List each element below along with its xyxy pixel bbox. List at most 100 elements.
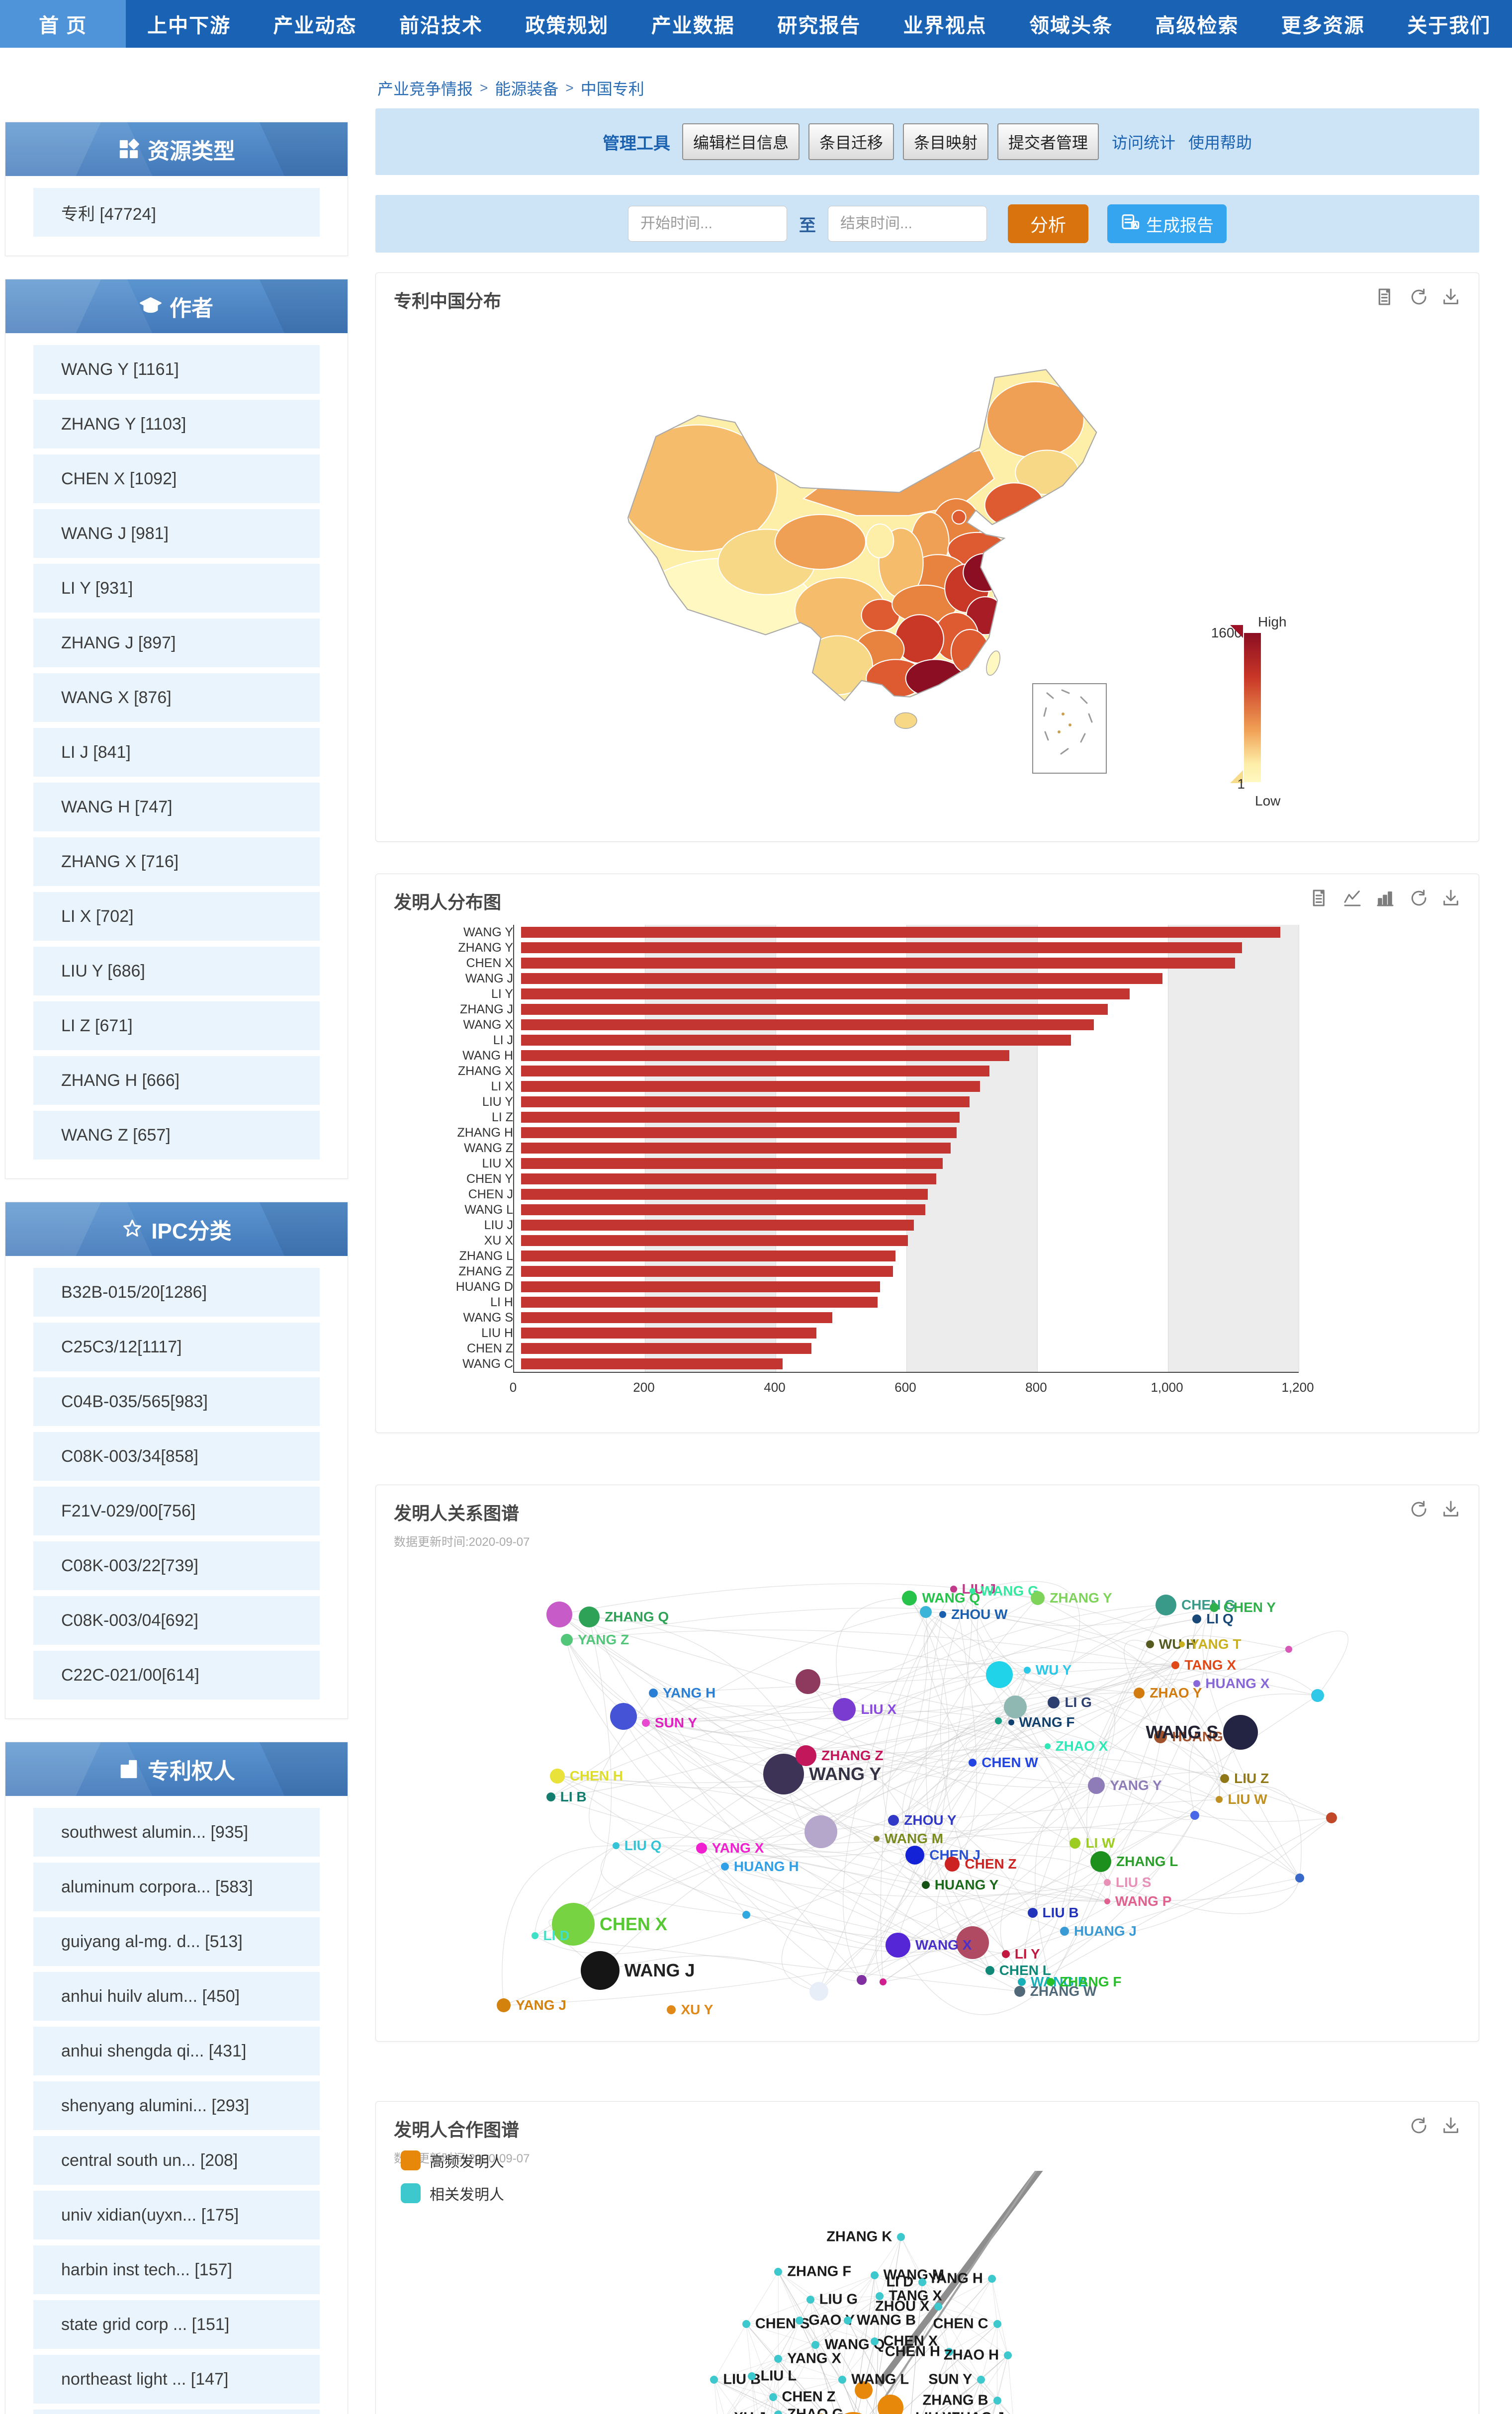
relation-node-label: WU Y <box>1035 1662 1072 1678</box>
coop-satellite-node-LIU G: LIU G <box>806 2292 858 2308</box>
end-date-input[interactable] <box>828 206 987 242</box>
nav-item-产业数据[interactable]: 产业数据 <box>651 15 735 37</box>
data-view-icon[interactable] <box>1310 888 1330 908</box>
sidebar-item[interactable]: univ cent south(... [142] <box>33 2410 320 2414</box>
coop-satellite-node-ZHAO G: ZHAO G <box>774 2407 843 2414</box>
generate-report-button[interactable]: 生成报告 <box>1107 204 1227 243</box>
sidebar-item[interactable]: WANG Z [657] <box>33 1111 320 1160</box>
sidebar-item[interactable]: LIU Y [686] <box>33 947 320 995</box>
bar-row-ZHANG X: ZHANG X <box>394 1064 1461 1079</box>
sidebar-item[interactable]: shenyang alumini... [293] <box>33 2081 320 2130</box>
sidebar-item[interactable]: central south un... [208] <box>33 2136 320 2185</box>
nav-item-前沿技术[interactable]: 前沿技术 <box>399 15 483 37</box>
nav-item-研究报告[interactable]: 研究报告 <box>777 15 861 37</box>
nav-item-业界视点[interactable]: 业界视点 <box>903 15 987 37</box>
bar-category-label: ZHANG J <box>460 1002 513 1016</box>
sidebar-item[interactable]: ZHANG Y [1103] <box>33 400 320 448</box>
sidebar-item[interactable]: ZHANG J [897] <box>33 619 320 667</box>
bar-x-tick: 800 <box>1025 1380 1047 1395</box>
refresh-icon[interactable] <box>1408 1499 1428 1519</box>
sidebar-item[interactable]: ZHANG H [666] <box>33 1056 320 1105</box>
coop-node-label: CHEN H <box>885 2343 940 2360</box>
breadcrumb-item[interactable]: 能源装备 <box>495 80 559 98</box>
coop-node-label: WANG B <box>856 2312 916 2328</box>
download-icon[interactable] <box>1441 888 1461 908</box>
coop-node-label: LIU B <box>723 2371 761 2388</box>
nav-item-更多资源[interactable]: 更多资源 <box>1281 15 1365 37</box>
bar-category-label: WANG Y <box>463 925 513 939</box>
sidebar-item[interactable]: LI J [841] <box>33 728 320 777</box>
breadcrumb-item[interactable]: 产业竞争情报 <box>377 80 473 98</box>
refresh-icon[interactable] <box>1408 888 1428 908</box>
data-view-icon[interactable] <box>1375 287 1395 307</box>
coop-node-label: LI D <box>886 2274 914 2290</box>
tool-link-访问统计[interactable]: 访问统计 <box>1112 134 1176 152</box>
tool-link-使用帮助[interactable]: 使用帮助 <box>1188 134 1252 152</box>
download-icon[interactable] <box>1441 2116 1461 2136</box>
visualmap-handle-top[interactable] <box>1230 625 1243 638</box>
sidebar-item[interactable]: state grid corp ... [151] <box>33 2300 320 2349</box>
sidebar-item[interactable]: LI X [702] <box>33 892 320 941</box>
sidebar-item[interactable]: CHEN X [1092] <box>33 454 320 503</box>
analyze-button[interactable]: 分析 <box>1008 204 1088 243</box>
tool-button-编辑栏目信息[interactable]: 编辑栏目信息 <box>682 123 800 160</box>
sidebar-item[interactable]: ZHANG X [716] <box>33 837 320 886</box>
sidebar-item[interactable]: 专利 [47724] <box>33 188 320 237</box>
visualmap-handle-bottom[interactable] <box>1230 770 1243 783</box>
sidebar-item[interactable]: WANG Y [1161] <box>33 345 320 394</box>
nav-item-高级检索[interactable]: 高级检索 <box>1155 15 1239 37</box>
sidebar-item[interactable]: northeast light ... [147] <box>33 2355 320 2404</box>
nav-item-产业动态[interactable]: 产业动态 <box>273 15 357 37</box>
bar-WANG S <box>521 1312 832 1323</box>
coop-satellite-node-ZHANG F: ZHANG F <box>774 2264 851 2280</box>
refresh-icon[interactable] <box>1408 2116 1428 2136</box>
tool-button-提交者管理[interactable]: 提交者管理 <box>997 123 1099 160</box>
sidebar-item[interactable]: guiyang al-mg. d... [513] <box>33 1917 320 1966</box>
legend-item-高频发明人[interactable]: 高频发明人 <box>401 2149 504 2171</box>
sidebar-item[interactable]: harbin inst tech... [157] <box>33 2245 320 2294</box>
refresh-icon[interactable] <box>1408 287 1428 307</box>
sidebar-item[interactable]: C08K-003/34[858] <box>33 1432 320 1481</box>
sidebar-item[interactable]: C25C3/12[1117] <box>33 1323 320 1371</box>
sidebar-item[interactable]: LI Y [931] <box>33 564 320 613</box>
sidebar-item[interactable]: C22C-021/00[614] <box>33 1651 320 1699</box>
tool-button-条目迁移[interactable]: 条目迁移 <box>808 123 894 160</box>
sidebar-item[interactable]: C04B-035/565[983] <box>33 1377 320 1426</box>
sidebar-item[interactable]: LI Z [671] <box>33 1001 320 1050</box>
relation-graph-node-HUANG X: HUANG X <box>1193 1676 1269 1691</box>
bar-chart-icon[interactable] <box>1375 888 1395 908</box>
bar-row-LI Y: LI Y <box>394 986 1461 1002</box>
relation-node-label: ZHANG Z <box>821 1747 884 1763</box>
sidebar-item[interactable]: C08K-003/22[739] <box>33 1541 320 1590</box>
nav-item-领域头条[interactable]: 领域头条 <box>1029 15 1113 37</box>
nav-item-政策规划[interactable]: 政策规划 <box>525 15 609 37</box>
coop-node-label: ZHAO G <box>787 2407 843 2414</box>
download-icon[interactable] <box>1441 287 1461 307</box>
tool-button-条目映射[interactable]: 条目映射 <box>902 123 988 160</box>
sidebar-item[interactable]: aluminum corpora... [583] <box>33 1863 320 1911</box>
download-icon[interactable] <box>1441 1499 1461 1519</box>
nav-item-上中下游[interactable]: 上中下游 <box>147 15 231 37</box>
sidebar-item[interactable]: anhui huilv alum... [450] <box>33 1972 320 2021</box>
visualmap-gradient-bar[interactable] <box>1244 633 1261 782</box>
relation-graph-node-HUANG J: HUANG J <box>1060 1923 1137 1939</box>
sidebar-item[interactable]: WANG J [981] <box>33 509 320 558</box>
sidebar-item[interactable]: southwest alumin... [935] <box>33 1808 320 1857</box>
nav-item-首页[interactable]: 首 页 <box>0 0 126 48</box>
sidebar-item[interactable]: anhui shengda qi... [431] <box>33 2027 320 2075</box>
relation-node-label: YANG T <box>1190 1636 1242 1652</box>
relation-graph-node-YANG Z: YANG Z <box>560 1632 629 1647</box>
sidebar-item[interactable]: univ xidian(uyxn... [175] <box>33 2191 320 2239</box>
line-chart-icon[interactable] <box>1342 888 1362 908</box>
relation-graph-node <box>919 1606 932 1618</box>
sidebar-item[interactable]: WANG H [747] <box>33 783 320 831</box>
sidebar-item[interactable]: F21V-029/00[756] <box>33 1487 320 1535</box>
nav-item-关于我们[interactable]: 关于我们 <box>1407 15 1491 37</box>
breadcrumb-item[interactable]: 中国专利 <box>580 80 644 98</box>
sidebar-item[interactable]: B32B-015/20[1286] <box>33 1268 320 1317</box>
start-date-input[interactable] <box>628 206 787 242</box>
sidebar-item[interactable]: C08K-003/04[692] <box>33 1596 320 1645</box>
sidebar-item[interactable]: WANG X [876] <box>33 673 320 722</box>
legend-item-相关发明人[interactable]: 相关发明人 <box>401 2182 504 2204</box>
coop-satellite-node-WANG M: WANG M <box>870 2267 944 2283</box>
